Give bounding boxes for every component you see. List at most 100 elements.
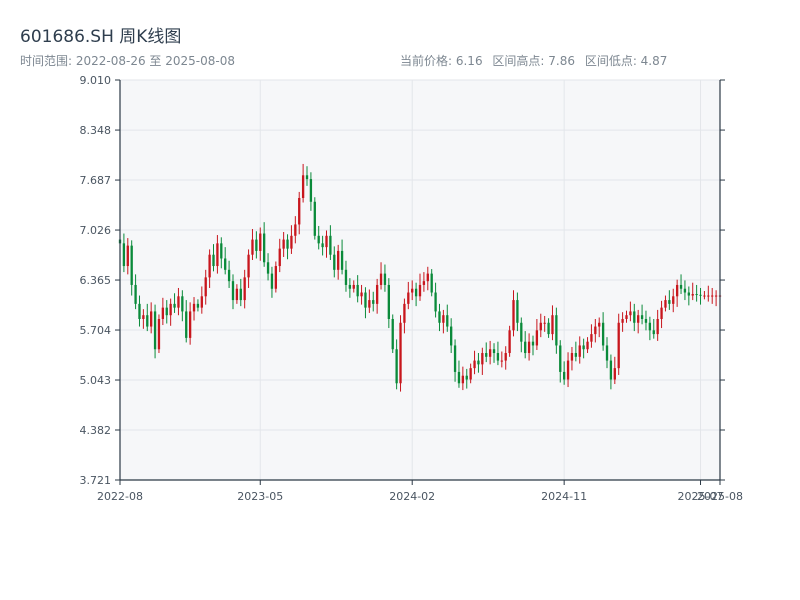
x-tick-label: 2024-11 <box>541 490 587 503</box>
candle-body <box>485 353 488 357</box>
candle-body <box>192 303 196 312</box>
candle-body <box>130 245 133 285</box>
candle-body <box>613 368 616 380</box>
candle-body <box>278 248 281 267</box>
candle-body <box>434 292 437 312</box>
candle-body <box>578 345 581 357</box>
candle-body <box>177 296 180 308</box>
candle-body <box>629 311 632 316</box>
candle-body <box>418 284 422 297</box>
candle-body <box>259 233 262 251</box>
candle-body <box>372 300 375 304</box>
candle-body <box>298 197 301 225</box>
candle-body <box>216 243 219 267</box>
y-tick-label: 5.043 <box>80 374 112 387</box>
candle-body <box>329 235 332 255</box>
candle-body <box>516 300 519 323</box>
candle-body <box>637 315 640 323</box>
grid-lines <box>119 79 721 481</box>
candle-body <box>282 239 285 249</box>
candle-body <box>422 281 426 285</box>
candle-body <box>270 273 274 289</box>
candle-body <box>547 322 550 335</box>
candle-body <box>543 322 546 324</box>
candle-body <box>562 371 566 380</box>
candle-body <box>313 201 316 236</box>
candle-body <box>165 307 168 316</box>
candle-body <box>625 315 628 319</box>
y-tick-label: 5.704 <box>80 324 112 337</box>
candle-body <box>586 341 589 350</box>
candle-body <box>617 322 620 369</box>
candle-body <box>672 296 675 304</box>
candle-body <box>524 341 527 354</box>
candle-body <box>551 315 554 335</box>
candle-body <box>477 360 480 365</box>
candle-body <box>644 318 648 323</box>
candle-body <box>294 224 297 236</box>
candle-body <box>481 353 484 365</box>
page-title: 601686.SH 周K线图 <box>20 27 182 47</box>
candle-body <box>582 345 585 350</box>
candle-body <box>512 300 515 331</box>
candle-body <box>679 284 683 289</box>
range-low-label: 区间低点: 4.87 <box>584 54 668 68</box>
candle-body <box>508 330 511 354</box>
candle-body <box>461 375 465 384</box>
candle-body <box>621 318 624 323</box>
candle-body <box>399 322 402 384</box>
candle-body <box>356 284 359 297</box>
candle-body <box>598 322 601 327</box>
candle-body <box>251 239 254 255</box>
candle-body <box>157 318 161 350</box>
y-tick-label: 4.382 <box>80 424 112 437</box>
candle-body <box>496 353 500 361</box>
candle-body <box>301 175 305 198</box>
candle-body <box>531 341 535 346</box>
candle-body <box>683 288 687 293</box>
candle-body <box>453 345 457 372</box>
x-tick-label: 2022-08 <box>97 490 143 503</box>
candle-body <box>126 245 129 267</box>
candle-body <box>652 330 655 335</box>
candle-body <box>344 269 348 285</box>
candle-body <box>566 360 570 380</box>
candle-body <box>640 315 644 319</box>
candle-body <box>204 277 207 297</box>
candle-body <box>559 345 562 372</box>
candle-body <box>535 330 539 346</box>
candle-body <box>703 295 706 297</box>
y-tick-label: 7.687 <box>80 174 112 187</box>
candle-body <box>247 254 250 278</box>
candle-body <box>492 349 496 354</box>
candle-body <box>212 254 215 267</box>
candle-body <box>188 311 192 338</box>
candle-body <box>648 322 652 331</box>
candle-body <box>504 353 507 361</box>
candle-body <box>457 371 461 384</box>
candle-body <box>368 300 371 308</box>
candle-body <box>227 269 231 282</box>
y-tick-label: 7.026 <box>80 224 112 237</box>
candle-body <box>469 368 472 380</box>
current-price-label: 当前价格: 6.16 <box>400 54 483 68</box>
y-tick-label: 3.721 <box>80 474 112 487</box>
candle-body <box>231 281 235 301</box>
candle-body <box>379 273 383 285</box>
candle-body <box>146 315 149 327</box>
candle-body <box>605 345 609 361</box>
candle-body <box>442 315 445 323</box>
y-tick-label: 6.365 <box>80 274 112 287</box>
candle-body <box>317 235 320 244</box>
candle-body <box>305 175 309 180</box>
candle-body <box>590 334 593 342</box>
candle-body <box>446 315 449 327</box>
candle-body <box>196 303 200 308</box>
candle-body <box>181 296 184 312</box>
candle-body <box>169 303 172 316</box>
candle-body <box>707 295 710 297</box>
candle-body <box>262 233 266 263</box>
candle-body <box>364 292 367 308</box>
candle-body <box>675 284 679 297</box>
candle-body <box>239 288 242 301</box>
